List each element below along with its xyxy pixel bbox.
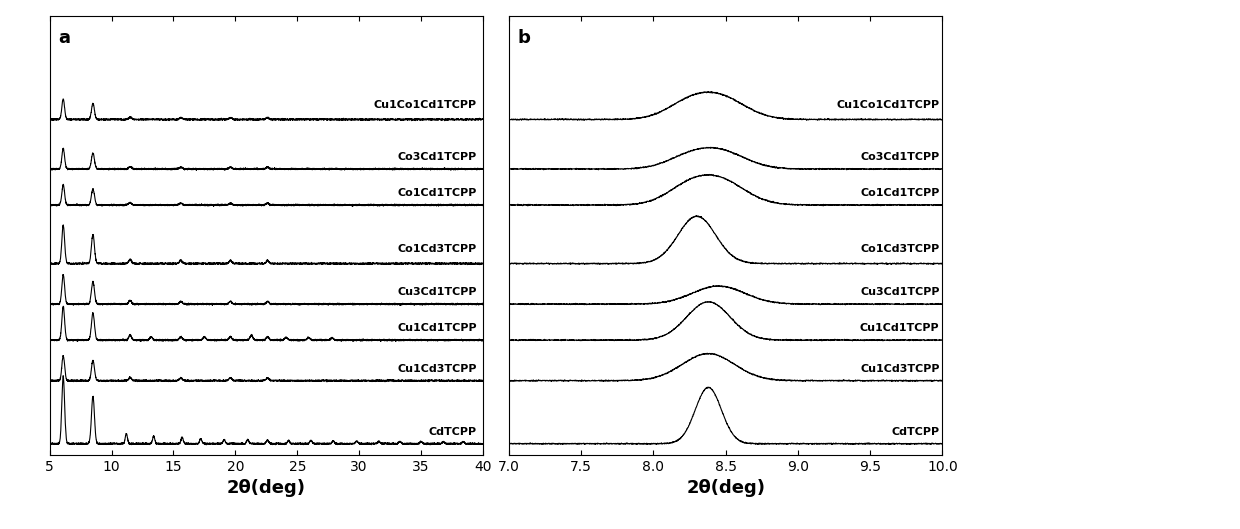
X-axis label: 2θ(deg): 2θ(deg) [227,479,306,497]
Text: Co3Cd1TCPP: Co3Cd1TCPP [398,152,477,162]
Text: Cu3Cd1TCPP: Cu3Cd1TCPP [861,287,940,297]
Text: Cu1Cd1TCPP: Cu1Cd1TCPP [859,323,940,333]
Text: Co1Cd1TCPP: Co1Cd1TCPP [398,188,477,198]
Text: b: b [517,29,531,47]
Text: CdTCPP: CdTCPP [892,427,940,437]
Text: Cu1Co1Cd1TCPP: Cu1Co1Cd1TCPP [837,99,940,110]
Text: Cu3Cd1TCPP: Cu3Cd1TCPP [397,287,477,297]
Text: Cu1Cd1TCPP: Cu1Cd1TCPP [397,323,477,333]
Text: Cu1Cd3TCPP: Cu1Cd3TCPP [397,364,477,374]
Text: CdTCPP: CdTCPP [429,427,477,437]
Text: Co1Cd3TCPP: Co1Cd3TCPP [861,244,940,253]
Text: Cu1Cd3TCPP: Cu1Cd3TCPP [861,364,940,374]
Text: Co1Cd1TCPP: Co1Cd1TCPP [861,188,940,198]
Text: Cu1Co1Cd1TCPP: Cu1Co1Cd1TCPP [373,99,477,110]
Text: Co1Cd3TCPP: Co1Cd3TCPP [398,244,477,253]
Text: Co3Cd1TCPP: Co3Cd1TCPP [861,152,940,162]
X-axis label: 2θ(deg): 2θ(deg) [686,479,765,497]
Text: a: a [58,29,71,47]
